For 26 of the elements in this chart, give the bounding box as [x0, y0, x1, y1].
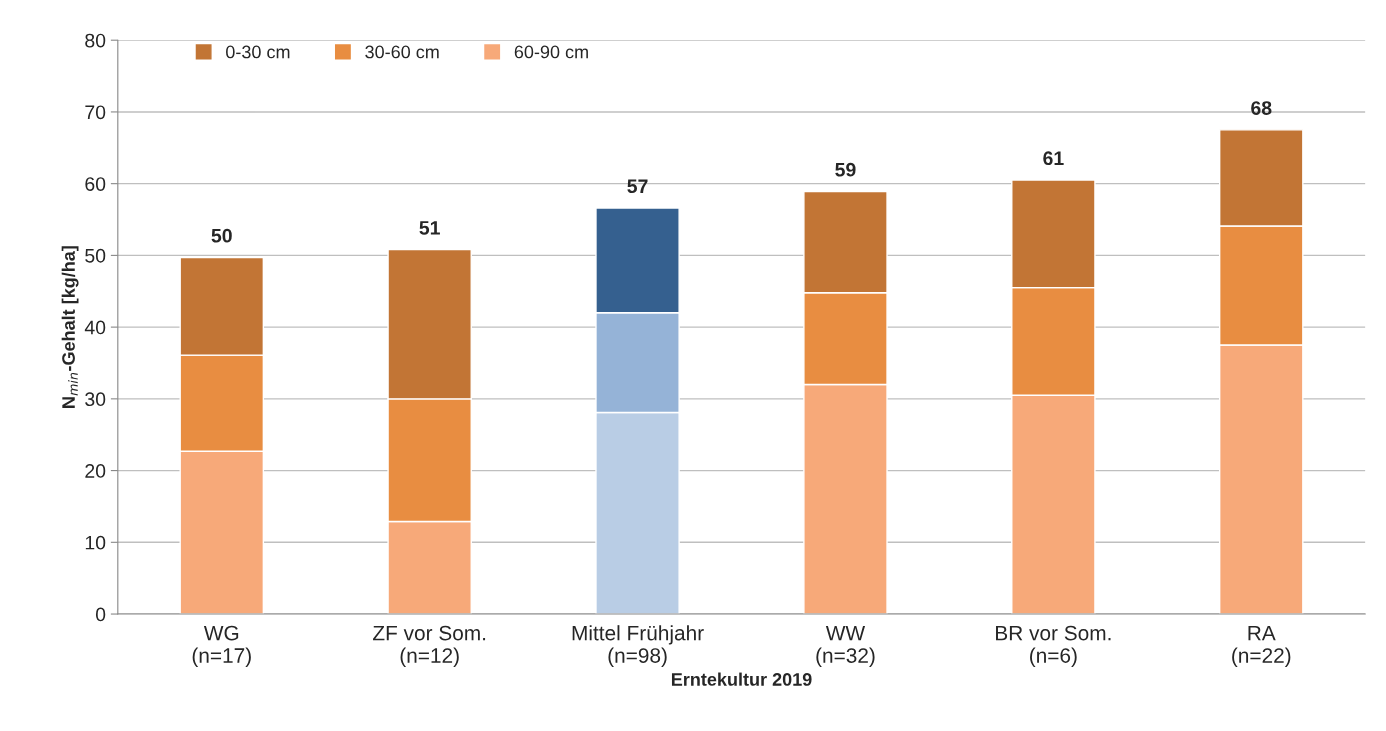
y-tick-label: 80 — [85, 33, 106, 48]
y-tick-label: 30 — [85, 392, 106, 407]
total-label: 57 — [627, 179, 648, 194]
y-tick-label: 60 — [85, 177, 106, 191]
y-tick-label: 20 — [85, 464, 106, 478]
legend-label: 30-60 cm — [365, 45, 439, 59]
total-label: 61 — [1043, 151, 1064, 166]
legend-label: 0-30 cm — [226, 45, 290, 59]
x-tick-label: WW (n=32) — [816, 625, 875, 667]
y-tick-label: 40 — [84, 320, 106, 335]
y-tick-label: 0 — [95, 607, 106, 622]
x-axis-title: Erntekultur 2019 — [671, 672, 812, 686]
total-label: 51 — [419, 221, 440, 235]
total-label: 50 — [211, 228, 232, 243]
total-label: 59 — [835, 162, 856, 177]
total-label: 68 — [1251, 101, 1272, 115]
y-tick-label: 50 — [85, 248, 106, 263]
y-tick-label: 10 — [85, 535, 106, 550]
x-tick-label: RA (n=22) — [1232, 625, 1291, 667]
x-tick-label: WG (n=17) — [192, 625, 251, 667]
y-axis-title: N$_{min}$-Gehalt [kg/ha] — [61, 246, 79, 408]
x-tick-label: ZF vor Som. (n=12) — [373, 625, 486, 667]
y-tick-label: 70 — [85, 105, 106, 120]
legend-label: 60-90 cm — [514, 45, 588, 59]
x-tick-label: Mittel Frühjahr (n=98) — [572, 625, 704, 667]
x-tick-label: BR vor Som. (n=6) — [996, 625, 1111, 667]
